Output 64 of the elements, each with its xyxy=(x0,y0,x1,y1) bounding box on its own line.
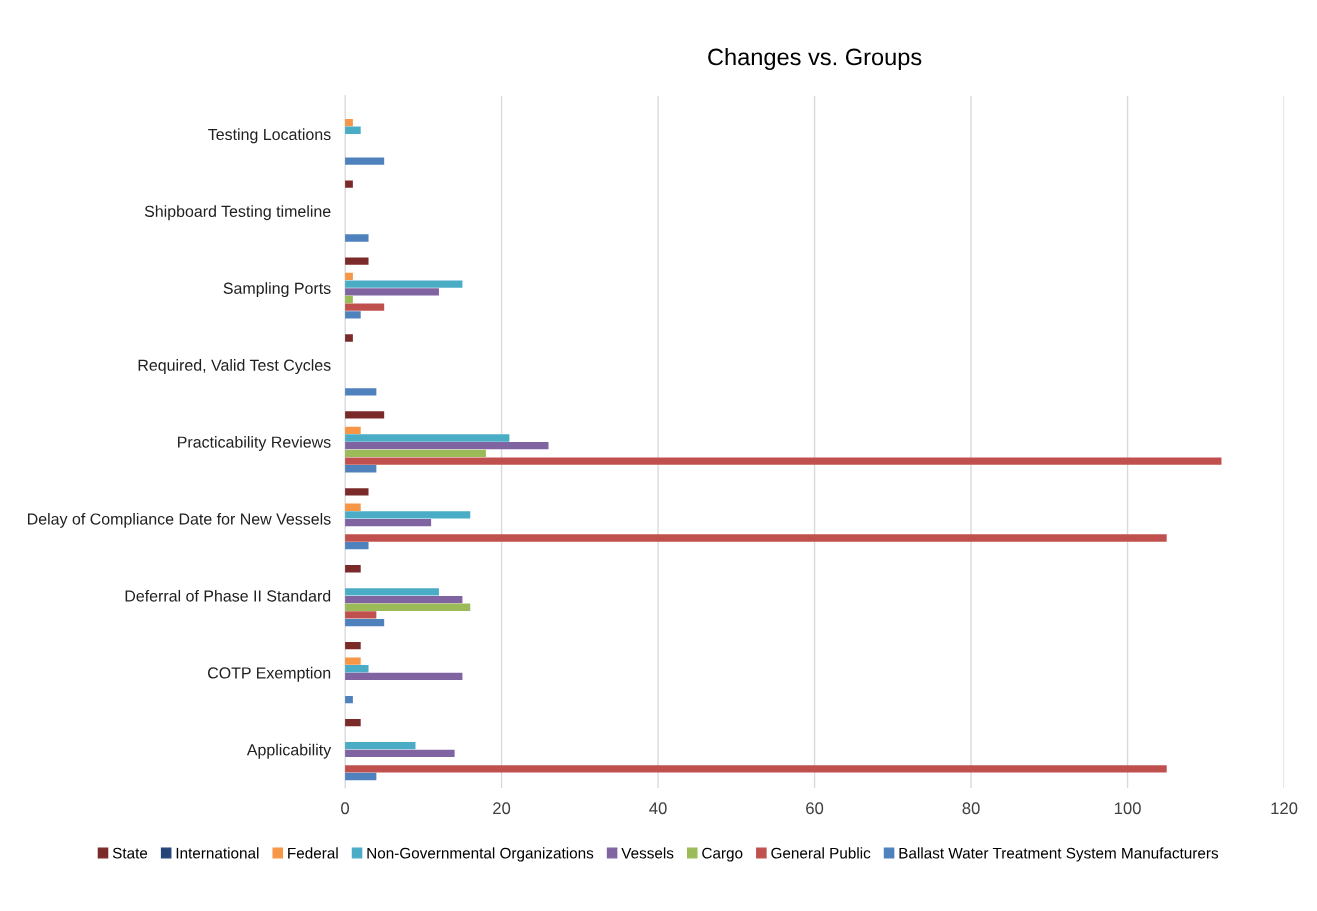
bar xyxy=(345,642,361,650)
bar xyxy=(345,434,510,442)
chart-title: Changes vs. Groups xyxy=(708,47,922,70)
bar xyxy=(345,449,486,458)
bar xyxy=(345,257,369,265)
y-tick-label: Shipboard Testing timeline xyxy=(144,205,331,221)
legend-label: International xyxy=(176,847,259,859)
bar xyxy=(345,672,463,681)
bar xyxy=(345,534,1167,542)
x-tick-label: 40 xyxy=(649,802,667,815)
bar xyxy=(345,126,361,134)
bar xyxy=(345,765,1167,773)
bar xyxy=(345,442,549,450)
y-tick-label: Sampling Ports xyxy=(223,282,331,298)
bar xyxy=(345,518,432,527)
legend-label: Cargo xyxy=(702,847,743,862)
bar xyxy=(345,465,377,473)
legend-label: Federal xyxy=(288,847,338,859)
y-tick-label: Testing Locations xyxy=(208,128,331,144)
bar xyxy=(345,334,353,342)
bar xyxy=(345,234,369,242)
bar xyxy=(345,603,471,611)
y-tick-label: Required, Valid Test Cycles xyxy=(138,359,331,375)
y-tick-label: COTP Exemption xyxy=(207,666,331,682)
bar xyxy=(345,180,353,188)
x-tick-label: 0 xyxy=(341,802,350,815)
bar xyxy=(345,311,361,319)
bar xyxy=(345,303,385,311)
bar xyxy=(345,772,377,781)
legend-label: General Public xyxy=(771,847,871,859)
bar xyxy=(345,488,369,496)
bar xyxy=(345,618,385,627)
legend-label: State xyxy=(112,847,148,859)
legend-label: Ballast Water Treatment System Manufacturers xyxy=(899,847,1219,862)
bar xyxy=(345,718,361,727)
bar xyxy=(345,157,385,165)
bar xyxy=(345,388,377,396)
bar xyxy=(345,288,439,296)
bar xyxy=(345,565,361,573)
bar xyxy=(345,657,361,665)
y-tick-label: Deferral of Phase II Standard xyxy=(125,589,331,602)
bar xyxy=(345,511,471,519)
x-tick-label: 60 xyxy=(806,802,824,815)
bar xyxy=(345,411,385,419)
bar xyxy=(345,426,361,434)
bar xyxy=(345,588,439,596)
y-tick-label: Practicability Reviews xyxy=(178,436,331,451)
bar xyxy=(345,611,377,619)
legend-label: Vessels xyxy=(621,847,674,859)
bar xyxy=(345,280,463,288)
bar xyxy=(345,542,369,550)
bar xyxy=(345,665,369,673)
bar xyxy=(345,595,463,604)
x-tick-label: 20 xyxy=(493,802,511,815)
bar xyxy=(345,503,361,511)
y-tick-label: Delay of Compliance Date for New Vessels xyxy=(27,512,331,528)
x-tick-label: 80 xyxy=(962,802,980,815)
bar xyxy=(345,749,455,758)
bar xyxy=(345,742,416,750)
x-tick-label: 100 xyxy=(1114,802,1141,815)
y-tick-label: Applicability xyxy=(246,743,332,759)
bar xyxy=(345,457,1222,465)
x-tick-label: 120 xyxy=(1271,802,1298,815)
legend-label: Non-Governmental Organizations xyxy=(367,847,594,862)
